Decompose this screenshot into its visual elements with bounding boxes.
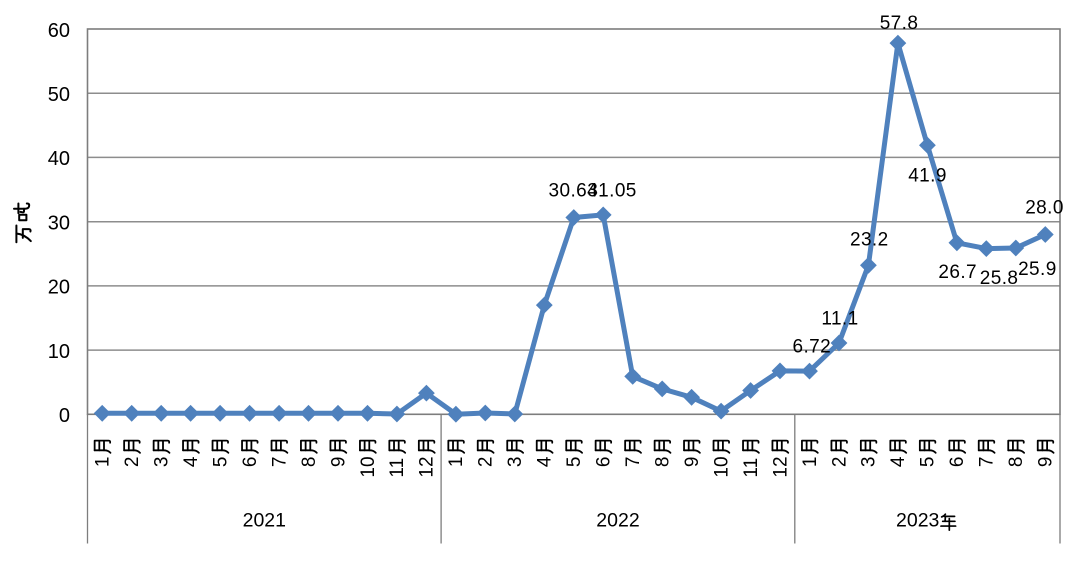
svg-text:2022: 2022 <box>596 510 639 532</box>
svg-text:11: 11 <box>387 458 408 478</box>
svg-text:25.9: 25.9 <box>1018 259 1057 280</box>
svg-text:11.1: 11.1 <box>821 308 858 329</box>
svg-text:9: 9 <box>1036 457 1057 468</box>
svg-text:12: 12 <box>417 456 438 477</box>
svg-text:2021: 2021 <box>243 510 286 532</box>
svg-text:9: 9 <box>328 457 349 468</box>
svg-text:25.8: 25.8 <box>980 268 1019 289</box>
svg-text:57.8: 57.8 <box>880 13 919 34</box>
svg-text:2: 2 <box>829 457 850 468</box>
svg-text:2023: 2023 <box>896 510 939 532</box>
svg-text:3: 3 <box>152 457 173 468</box>
svg-text:8: 8 <box>1006 457 1027 468</box>
svg-text:28.0: 28.0 <box>1025 198 1064 219</box>
svg-text:5: 5 <box>918 457 939 468</box>
svg-text:0: 0 <box>59 405 70 427</box>
svg-text:23.2: 23.2 <box>850 230 889 251</box>
svg-text:8: 8 <box>653 457 674 468</box>
svg-text:5: 5 <box>564 457 585 468</box>
svg-text:6: 6 <box>240 457 261 468</box>
svg-text:8: 8 <box>299 457 320 468</box>
svg-text:3: 3 <box>505 457 526 468</box>
svg-text:4: 4 <box>535 456 556 467</box>
svg-text:50: 50 <box>48 84 70 106</box>
svg-text:12: 12 <box>770 456 791 477</box>
svg-text:3: 3 <box>859 457 880 468</box>
svg-text:5: 5 <box>210 457 231 468</box>
svg-text:30: 30 <box>48 213 70 235</box>
svg-text:20: 20 <box>48 277 70 299</box>
svg-text:10: 10 <box>711 456 732 477</box>
svg-text:9: 9 <box>682 457 703 468</box>
svg-text:7: 7 <box>623 457 644 468</box>
svg-text:10: 10 <box>48 341 70 363</box>
svg-text:7: 7 <box>269 457 290 468</box>
svg-text:40: 40 <box>48 148 70 170</box>
svg-text:7: 7 <box>977 457 998 468</box>
svg-text:26.7: 26.7 <box>938 262 977 283</box>
svg-text:4: 4 <box>888 456 909 467</box>
svg-text:30.64: 30.64 <box>549 181 599 202</box>
svg-text:11: 11 <box>741 458 762 478</box>
svg-text:2: 2 <box>476 457 497 468</box>
svg-text:6: 6 <box>594 457 615 468</box>
svg-text:31.05: 31.05 <box>587 181 637 202</box>
svg-text:6: 6 <box>947 457 968 468</box>
svg-text:41.9: 41.9 <box>908 166 947 187</box>
svg-text:1: 1 <box>800 457 821 468</box>
svg-text:4: 4 <box>181 456 202 467</box>
svg-text:10: 10 <box>358 456 379 477</box>
svg-text:1: 1 <box>93 457 114 468</box>
svg-text:2: 2 <box>122 457 143 468</box>
svg-text:6.72: 6.72 <box>793 336 832 357</box>
svg-text:1: 1 <box>446 457 467 468</box>
svg-text:60: 60 <box>48 20 70 42</box>
